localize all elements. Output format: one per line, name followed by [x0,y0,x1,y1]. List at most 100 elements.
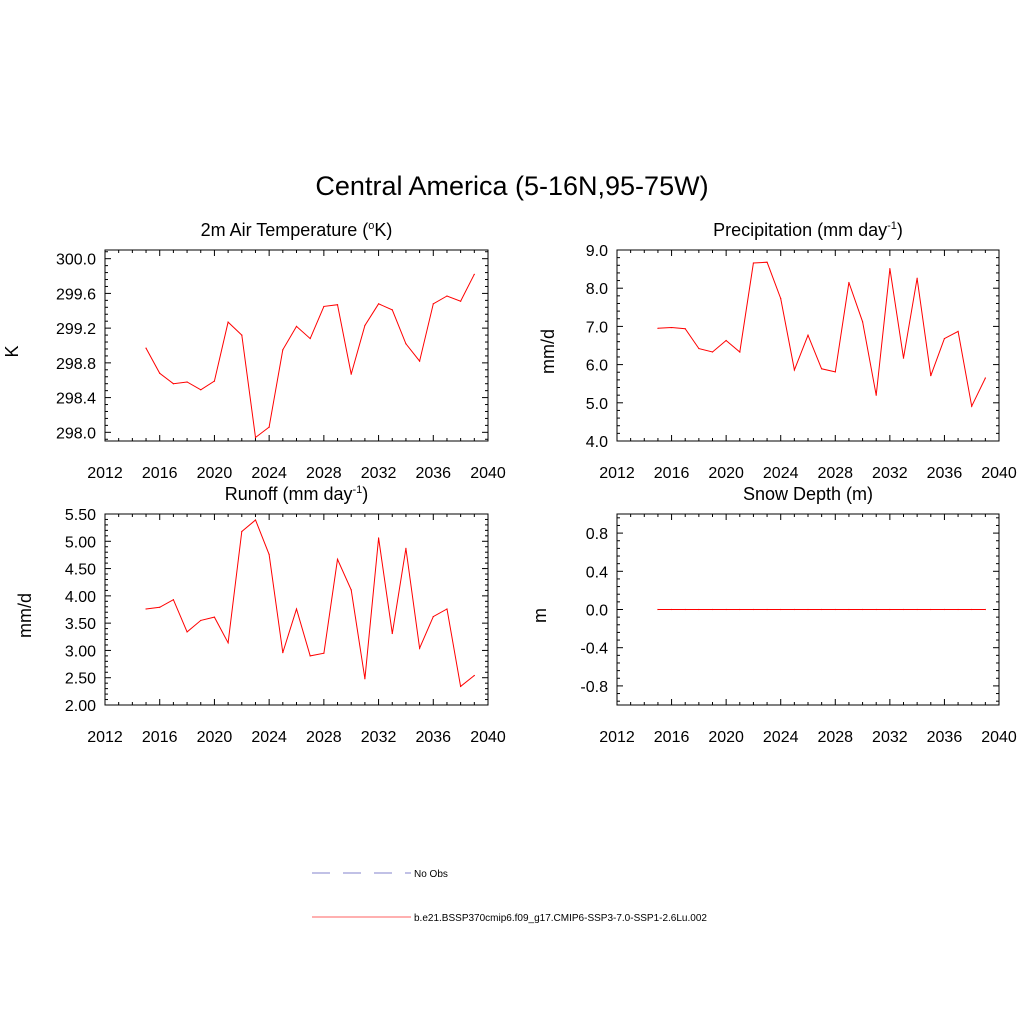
y-tick-label: 0.8 [586,526,608,543]
data-point [752,608,755,611]
data-point [446,295,448,297]
data-point [902,608,905,611]
x-tick-label: 2032 [872,465,908,482]
legend-label-1: No Obs [414,869,448,880]
data-point [684,608,686,611]
data-point [984,608,986,611]
chart-panel-4: 2012 2016 2020 2024 2028 2032 2036 2040 -0.8 -0.4… [530,484,1017,746]
y-tick-label: 5.00 [65,534,96,551]
y-tick-label: 298.8 [56,356,96,373]
plot-frame [104,249,489,442]
data-point [323,305,325,308]
data-point [350,373,352,375]
data-point [861,321,864,323]
data-point [711,608,714,611]
data-point [670,608,673,611]
panel-title-suffix: ) [362,484,368,504]
x-tick-label: 2036 [415,729,451,746]
x-tick-label: 2016 [654,465,690,482]
y-axis-label: K [2,345,22,357]
data-point [391,309,393,311]
y-tick-label: 298.4 [56,391,96,408]
data-point [323,652,325,654]
x-tick-label: 2012 [599,465,635,482]
data-point [186,631,188,633]
data-point [200,619,202,622]
panel-title-superscript: -1 [352,484,362,496]
x-tick-label: 2012 [87,729,123,746]
x-tick-label: 2016 [142,729,178,746]
data-point [916,608,918,611]
data-point [821,368,823,370]
data-point [473,273,475,275]
data-point [405,343,407,345]
data-point [419,360,421,362]
y-axis-label: mm/d [15,593,35,638]
panel-title: Precipitation (mm day-1) [713,220,903,240]
data-point [889,268,891,270]
chart-panel-2: 2012 2016 2020 2024 2028 2032 2036 2040 4.0 5.0 6.… [538,220,1017,482]
data-point [145,608,147,610]
data-point [807,334,809,336]
panel-title-main: 2m Air Temperature ( [201,220,369,240]
data-point [957,608,959,611]
x-tick-label: 2028 [306,729,342,746]
data-point [766,608,768,611]
x-tick-label: 2040 [981,729,1017,746]
data-point [861,608,864,611]
data-point [350,589,352,591]
data-point [848,608,850,611]
data-point [405,547,407,549]
data-point [930,375,932,377]
data-point [807,608,809,611]
chart-panel-1: 2012 2016 2020 2024 2028 2032 2036 2040 298.0 298… [2,220,506,482]
y-tick-label: -0.4 [580,641,608,658]
data-point [159,606,161,608]
series-line-1 [145,274,475,439]
x-tick-label: 2020 [708,729,744,746]
y-tick-label: 5.50 [65,507,96,524]
data-point [657,327,659,329]
data-point [446,608,448,610]
panel-title: Runoff (mm day-1) [225,484,369,504]
data-point [282,349,284,351]
data-point [834,371,836,373]
x-tick-label: 2016 [142,465,178,482]
data-point [875,394,877,396]
data-point [159,372,161,374]
x-tick-label: 2024 [251,729,287,746]
panel-title-main: Precipitation (mm day [713,220,887,240]
x-tick-label: 2012 [599,729,635,746]
y-tick-label: 300.0 [56,252,96,269]
data-point [419,647,421,649]
data-point [145,347,147,349]
y-tick-label: 4.50 [65,562,96,579]
y-tick-label: 298.0 [56,425,96,442]
panel-title-superscript: -1 [887,220,897,232]
y-tick-label: 3.50 [65,616,96,633]
x-tick-label: 2040 [470,465,506,482]
data-point [227,321,229,323]
panel-title: Snow Depth (m) [743,484,873,504]
data-point [793,608,795,611]
x-tick-label: 2028 [306,465,342,482]
x-tick-label: 2036 [927,465,963,482]
y-tick-label: 7.0 [586,319,608,336]
data-point [889,608,891,611]
series-line-1 [657,261,986,408]
data-point [984,377,986,379]
series-line-1 [145,519,475,688]
panel-title-suffix: ) [897,220,903,240]
x-tick-label: 2032 [872,729,908,746]
data-point [821,608,823,611]
data-point [793,369,795,371]
y-tick-label: 299.6 [56,286,96,303]
data-point [834,608,836,611]
y-tick-label: 0.0 [586,603,608,620]
data-point [432,303,434,305]
y-tick-label: 299.2 [56,321,96,338]
data-point [186,381,188,383]
x-tick-label: 2020 [708,465,744,482]
data-point [780,297,782,300]
panel-title-suffix: K) [374,220,392,240]
